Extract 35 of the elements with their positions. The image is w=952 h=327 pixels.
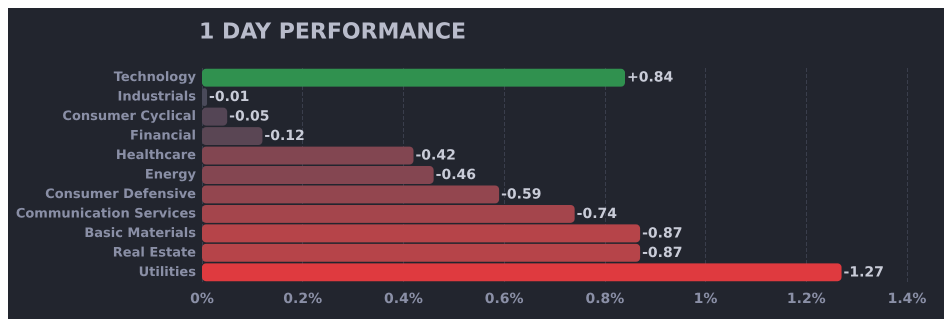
y-tick-label: Energy [144, 168, 197, 182]
x-tick-label: 1.4% [888, 291, 926, 307]
y-tick-label: Financial [130, 128, 196, 144]
bar [202, 204, 575, 223]
x-tick-label: 0% [190, 291, 214, 307]
y-tick-label: Consumer Cyclical [62, 109, 196, 124]
y-tick-label: Communication Services [16, 206, 196, 222]
data-label: -0.01 [209, 89, 250, 106]
x-tick-label: 1.2% [786, 291, 826, 307]
y-tick-label: Utilities [138, 264, 196, 280]
data-label: -0.87 [642, 244, 682, 261]
y-tick-label: Real Estate [112, 245, 196, 260]
data-label: -0.87 [642, 225, 682, 242]
x-tick-label: 0.4% [384, 291, 423, 307]
data-label: -0.59 [501, 186, 542, 202]
bar [202, 263, 842, 282]
data-label: +0.84 [627, 70, 674, 86]
y-tick-label: Technology [114, 70, 197, 86]
data-label: -1.27 [844, 264, 884, 280]
y-tick-label: Industrials [118, 90, 196, 105]
bar [202, 186, 500, 204]
data-label: -0.74 [576, 206, 618, 222]
bar [202, 68, 625, 87]
y-tick-label: Consumer Defensive [45, 186, 196, 202]
y-tick-label: Basic Materials [84, 226, 196, 241]
x-tick-label: 0.6% [484, 291, 524, 307]
chart-title: 1 DAY PERFORMANCE [199, 20, 466, 44]
y-tick-label: Healthcare [116, 148, 196, 164]
x-tick-label: 0.8% [585, 291, 624, 307]
x-tick-label: 1% [694, 291, 718, 307]
data-label: -0.42 [416, 148, 456, 164]
data-label: -0.05 [229, 108, 270, 125]
data-label: -0.46 [436, 167, 476, 183]
data-label: -0.12 [264, 128, 305, 144]
x-tick-label: 0.2% [283, 291, 322, 307]
